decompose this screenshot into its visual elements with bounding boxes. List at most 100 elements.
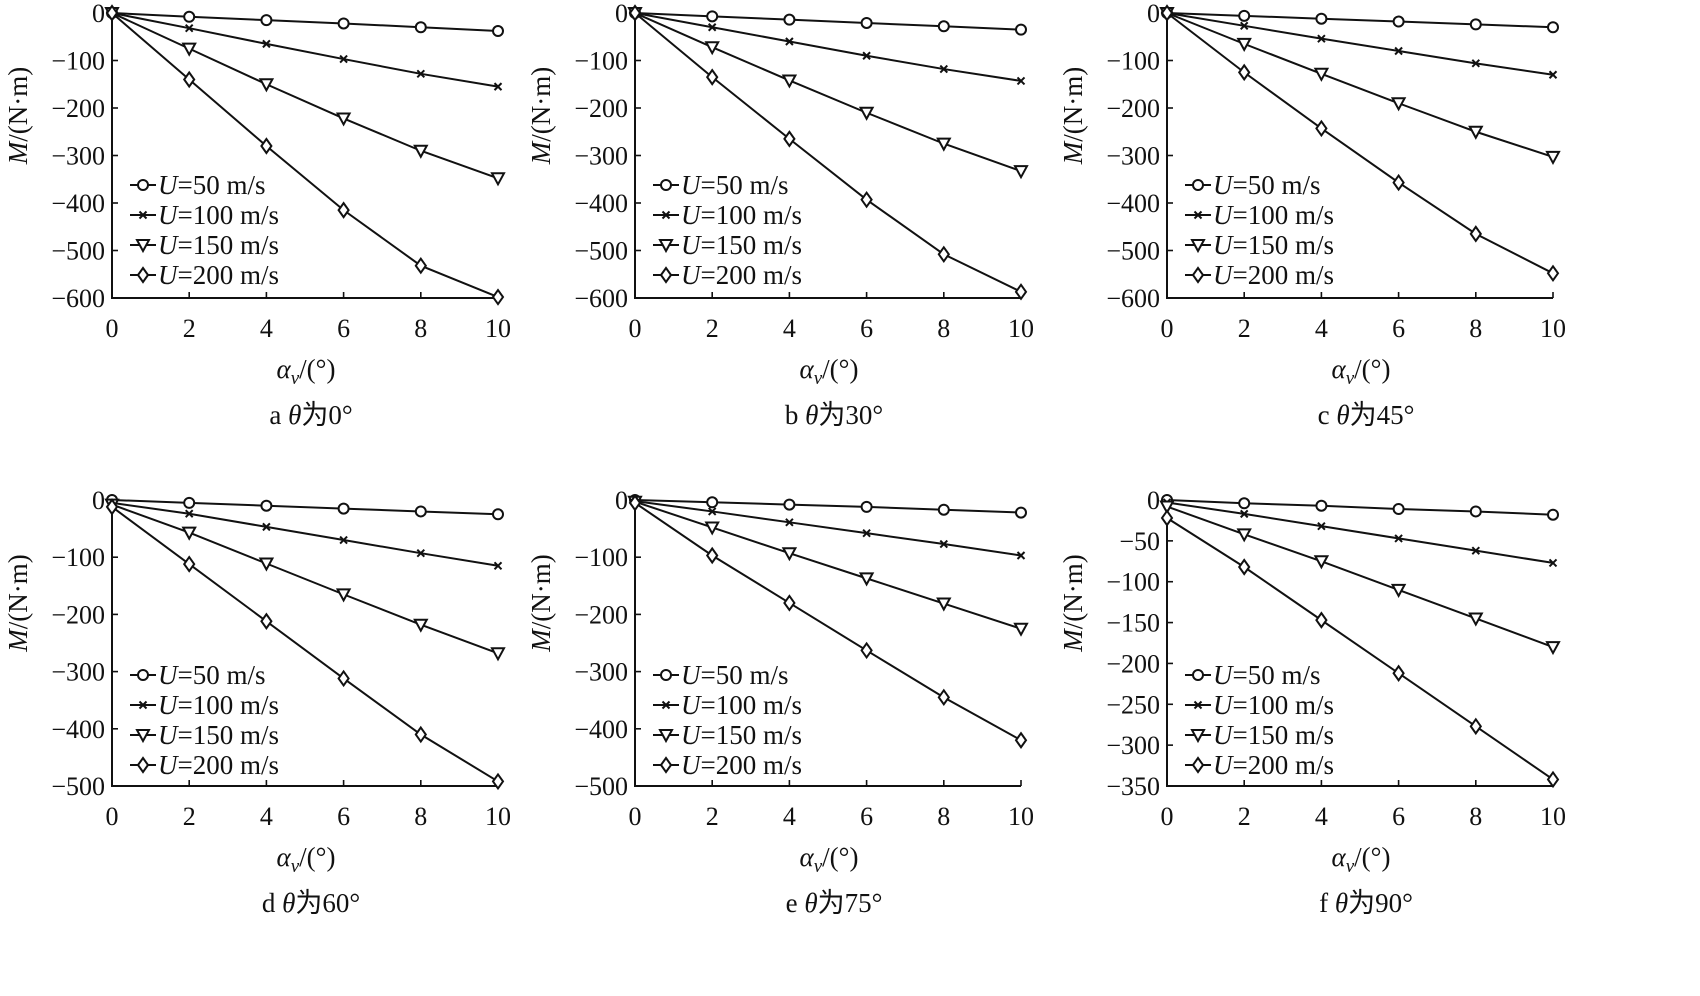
data-point	[1014, 283, 1028, 301]
data-point	[706, 496, 719, 509]
x-tick-label: 0	[106, 314, 119, 343]
legend-marker	[137, 179, 149, 191]
y-tick-label: −100	[1106, 568, 1160, 597]
y-axis-label: M/(N·m)	[526, 554, 556, 652]
x-axis-label: αv/(°)	[800, 354, 859, 389]
legend: U=50 m/sU=100 m/sU=150 m/sU=200 m/s	[1185, 170, 1334, 290]
series-triangle-down	[1159, 7, 1561, 166]
y-tick-label: −400	[51, 715, 105, 744]
y-tick-label: −200	[1106, 649, 1160, 678]
x-tick-label: 4	[1315, 314, 1328, 343]
legend-entry: U=50 m/s	[681, 660, 789, 690]
series-line	[634, 502, 1022, 742]
x-tick-label: 10	[1008, 802, 1034, 831]
data-point	[492, 508, 504, 521]
data-point	[1394, 46, 1403, 56]
y-tick-label: 0	[615, 0, 628, 28]
data-point	[490, 172, 506, 187]
series-line	[634, 500, 1022, 630]
data-point	[704, 41, 720, 56]
y-tick-label: −400	[51, 189, 105, 218]
data-point	[1392, 664, 1405, 682]
data-point	[704, 521, 720, 536]
legend: U=50 m/sU=100 m/sU=150 m/sU=200 m/s	[130, 660, 279, 780]
x-tick-label: 0	[1161, 314, 1174, 343]
data-point	[1468, 125, 1484, 140]
data-point	[414, 21, 427, 34]
data-point	[862, 528, 871, 538]
data-point	[181, 526, 197, 541]
legend-entry: U=50 m/s	[158, 170, 266, 200]
data-point	[1390, 97, 1407, 112]
data-point	[1016, 76, 1026, 86]
data-point	[785, 518, 794, 527]
data-point	[785, 37, 794, 46]
series-line	[634, 12, 1022, 82]
data-point	[260, 14, 273, 27]
y-tick-label: −100	[1106, 47, 1160, 76]
legend-marker	[659, 266, 673, 284]
data-point	[783, 594, 796, 612]
x-tick-label: 0	[1161, 802, 1174, 831]
x-tick-label: 6	[1392, 314, 1405, 343]
legend-entry: U=100 m/s	[681, 200, 802, 230]
series-line	[634, 12, 1022, 173]
x-tick-label: 6	[337, 802, 350, 831]
data-point	[781, 547, 798, 562]
series-line	[111, 12, 499, 88]
data-point	[414, 725, 428, 744]
series-diamond	[105, 4, 505, 306]
data-point	[936, 137, 952, 152]
x-tick-label: 8	[414, 314, 427, 343]
legend-entry: U=150 m/s	[681, 720, 802, 750]
series-line	[1166, 12, 1554, 275]
series-line	[111, 12, 499, 180]
data-point	[1013, 165, 1029, 180]
x-tick-label: 10	[485, 802, 511, 831]
data-point	[262, 522, 271, 532]
data-point	[416, 69, 426, 79]
data-point	[860, 641, 873, 660]
data-point	[1468, 612, 1484, 627]
x-tick-label: 6	[1392, 802, 1405, 831]
legend-marker	[138, 700, 148, 710]
data-point	[1547, 508, 1559, 521]
data-point	[1545, 641, 1561, 656]
x-axis-label: αv/(°)	[800, 842, 859, 877]
data-point	[1392, 502, 1405, 515]
data-point	[1546, 264, 1560, 283]
series-triangle-down	[104, 498, 506, 662]
data-point	[184, 23, 194, 33]
data-point	[705, 546, 719, 565]
y-tick-label: 0	[1147, 0, 1160, 28]
y-axis-label: M/(N·m)	[526, 67, 556, 165]
data-point	[1469, 717, 1483, 736]
x-axis-label: αv/(°)	[277, 842, 336, 877]
y-tick-label: −300	[1106, 731, 1160, 760]
legend-entry: U=100 m/s	[158, 690, 279, 720]
y-tick-label: −200	[1106, 94, 1160, 123]
data-point	[628, 4, 642, 22]
data-point	[1315, 12, 1328, 25]
legend: U=50 m/sU=100 m/sU=150 m/sU=200 m/s	[653, 660, 802, 780]
y-tick-label: −200	[51, 94, 105, 123]
data-point	[1546, 770, 1560, 789]
panel-caption: f θ为90°	[1319, 888, 1413, 918]
data-point	[1014, 731, 1028, 749]
data-point	[1237, 63, 1251, 82]
data-point	[105, 4, 119, 22]
y-tick-label: −500	[1106, 237, 1160, 266]
data-point	[183, 496, 196, 509]
data-point	[1317, 34, 1326, 43]
legend-marker	[135, 239, 151, 254]
data-point	[1390, 583, 1407, 598]
x-tick-label: 8	[1469, 802, 1482, 831]
data-point	[1548, 558, 1558, 568]
series-line	[111, 506, 499, 783]
x-tick-label: 4	[783, 314, 796, 343]
panel-caption: b θ为30°	[785, 400, 883, 430]
data-point	[1159, 500, 1175, 515]
data-point	[414, 505, 427, 518]
legend-entry: U=200 m/s	[158, 260, 279, 290]
